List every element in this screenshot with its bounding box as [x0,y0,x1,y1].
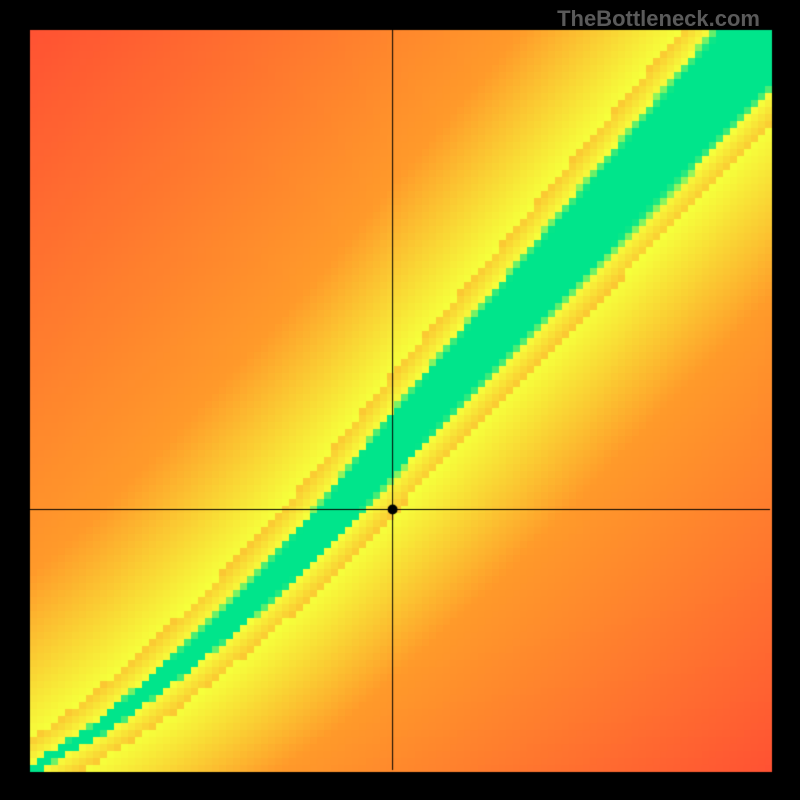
bottleneck-heatmap [0,0,800,800]
attribution-text: TheBottleneck.com [557,6,760,32]
chart-container: { "attribution": { "text": "TheBottlenec… [0,0,800,800]
